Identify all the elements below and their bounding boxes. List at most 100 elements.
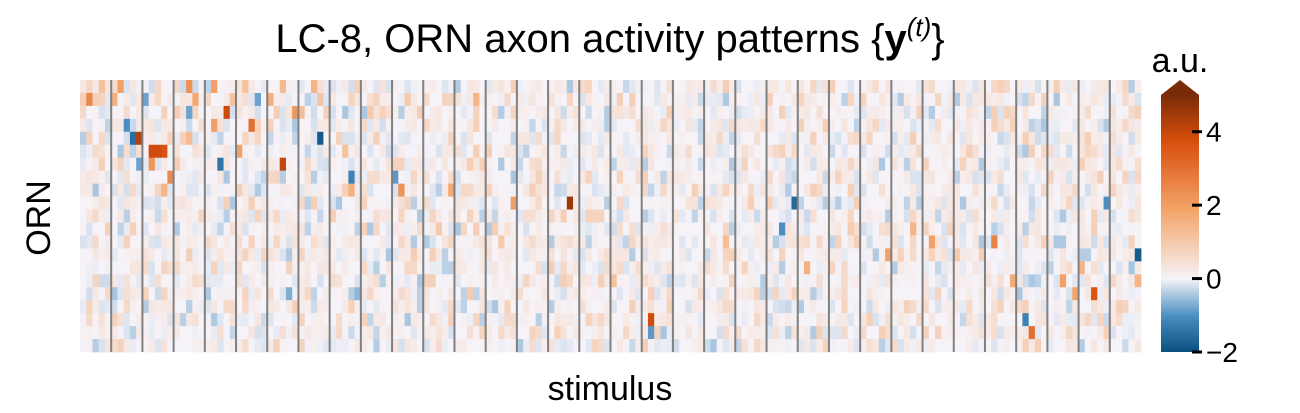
heatmap-cell <box>853 80 861 94</box>
heatmap-cell <box>685 170 693 185</box>
heatmap-cell <box>167 196 175 210</box>
heatmap-cell <box>254 144 262 159</box>
heatmap-cell <box>772 261 780 275</box>
heatmap-cell <box>1128 131 1136 146</box>
heatmap-cell <box>897 313 905 327</box>
heatmap-cell <box>441 313 449 327</box>
heatmap-cell <box>98 80 106 94</box>
heatmap-cell <box>598 105 605 120</box>
heatmap-cell <box>217 170 224 185</box>
heatmap-cell <box>828 339 836 353</box>
heatmap-cells <box>80 80 1142 353</box>
heatmap-cell <box>928 170 936 185</box>
heatmap-cell <box>529 80 536 94</box>
heatmap-cell <box>104 209 112 223</box>
heatmap-cell <box>741 287 749 301</box>
heatmap-cell <box>591 144 599 159</box>
heatmap-cell <box>198 183 206 197</box>
heatmap-cell <box>379 248 387 262</box>
heatmap-cell <box>1022 326 1030 340</box>
heatmap-cell <box>1097 274 1104 288</box>
heatmap-cell <box>754 287 761 301</box>
heatmap-cell <box>1047 183 1055 197</box>
heatmap-cell <box>803 326 811 340</box>
heatmap-cell <box>223 300 231 314</box>
heatmap-cell <box>978 209 986 223</box>
heatmap-cell <box>248 131 256 146</box>
heatmap-cell <box>897 118 905 133</box>
heatmap-cell <box>204 196 212 210</box>
heatmap-cell <box>554 118 561 133</box>
heatmap-cell <box>604 300 611 314</box>
heatmap-cell <box>198 196 206 210</box>
heatmap-cell <box>479 105 487 120</box>
heatmap-cell <box>828 261 836 275</box>
chart-title: LC-8, ORN axon activity patterns {y(t)} <box>275 12 944 61</box>
heatmap-cell <box>566 287 574 301</box>
heatmap-cell <box>1084 80 1092 94</box>
heatmap-cell <box>435 196 443 210</box>
heatmap-cell <box>810 170 817 185</box>
heatmap-cell <box>304 248 312 262</box>
heatmap-cell <box>947 183 955 197</box>
heatmap-cell <box>1134 131 1142 146</box>
heatmap-cell <box>953 183 961 197</box>
heatmap-cell <box>716 80 724 94</box>
heatmap-cell <box>304 118 312 133</box>
heatmap-cell <box>435 118 443 133</box>
heatmap-cell <box>760 326 767 340</box>
heatmap-cell <box>92 209 100 223</box>
heatmap-cell <box>317 313 324 327</box>
heatmap-cell <box>635 92 643 107</box>
heatmap-cell <box>448 339 455 353</box>
heatmap-cell <box>304 339 312 353</box>
heatmap-cell <box>928 80 936 94</box>
heatmap-cell <box>1016 118 1023 133</box>
heatmap-cell <box>579 131 586 146</box>
heatmap-cell <box>279 183 287 197</box>
heatmap-cell <box>622 183 630 197</box>
heatmap-cell <box>198 105 206 120</box>
heatmap-cell <box>417 131 424 146</box>
x-axis-label: stimulus <box>548 370 673 408</box>
heatmap-cell <box>953 209 961 223</box>
heatmap-cell <box>104 157 112 172</box>
heatmap-cell <box>179 170 187 185</box>
heatmap-cell <box>579 261 586 275</box>
heatmap-cell <box>104 92 112 107</box>
heatmap-cell <box>186 131 193 146</box>
heatmap-cell <box>810 261 817 275</box>
heatmap-cell <box>860 287 867 301</box>
heatmap-cell <box>466 170 474 185</box>
heatmap-cell <box>991 339 998 353</box>
heatmap-cell <box>579 196 586 210</box>
heatmap-cell <box>423 105 430 120</box>
heatmap-cell <box>479 248 487 262</box>
heatmap-cell <box>229 170 237 185</box>
heatmap-cell <box>204 144 212 159</box>
heatmap-cell <box>616 326 624 340</box>
heatmap-cell <box>978 274 986 288</box>
heatmap-cell <box>548 261 555 275</box>
heatmap-cell <box>1097 170 1104 185</box>
heatmap-cell <box>891 144 898 159</box>
heatmap-cell <box>310 80 318 94</box>
heatmap-cell <box>392 313 399 327</box>
heatmap-cell <box>479 170 487 185</box>
heatmap-cell <box>211 313 218 327</box>
heatmap-cell <box>1072 183 1079 197</box>
heatmap-cell <box>529 235 536 249</box>
heatmap-cell <box>891 183 898 197</box>
heatmap-cell <box>516 144 524 159</box>
heatmap-cell <box>935 274 942 288</box>
heatmap-cell <box>535 105 543 120</box>
heatmap-cell <box>716 157 724 172</box>
heatmap-cell <box>429 222 437 236</box>
heatmap-cell <box>236 235 243 249</box>
heatmap-cell <box>722 274 730 288</box>
heatmap-cell <box>697 235 705 249</box>
heatmap-cell <box>635 326 643 340</box>
heatmap-cell <box>273 105 281 120</box>
heatmap-cell <box>111 196 118 210</box>
heatmap-cell <box>872 300 880 314</box>
